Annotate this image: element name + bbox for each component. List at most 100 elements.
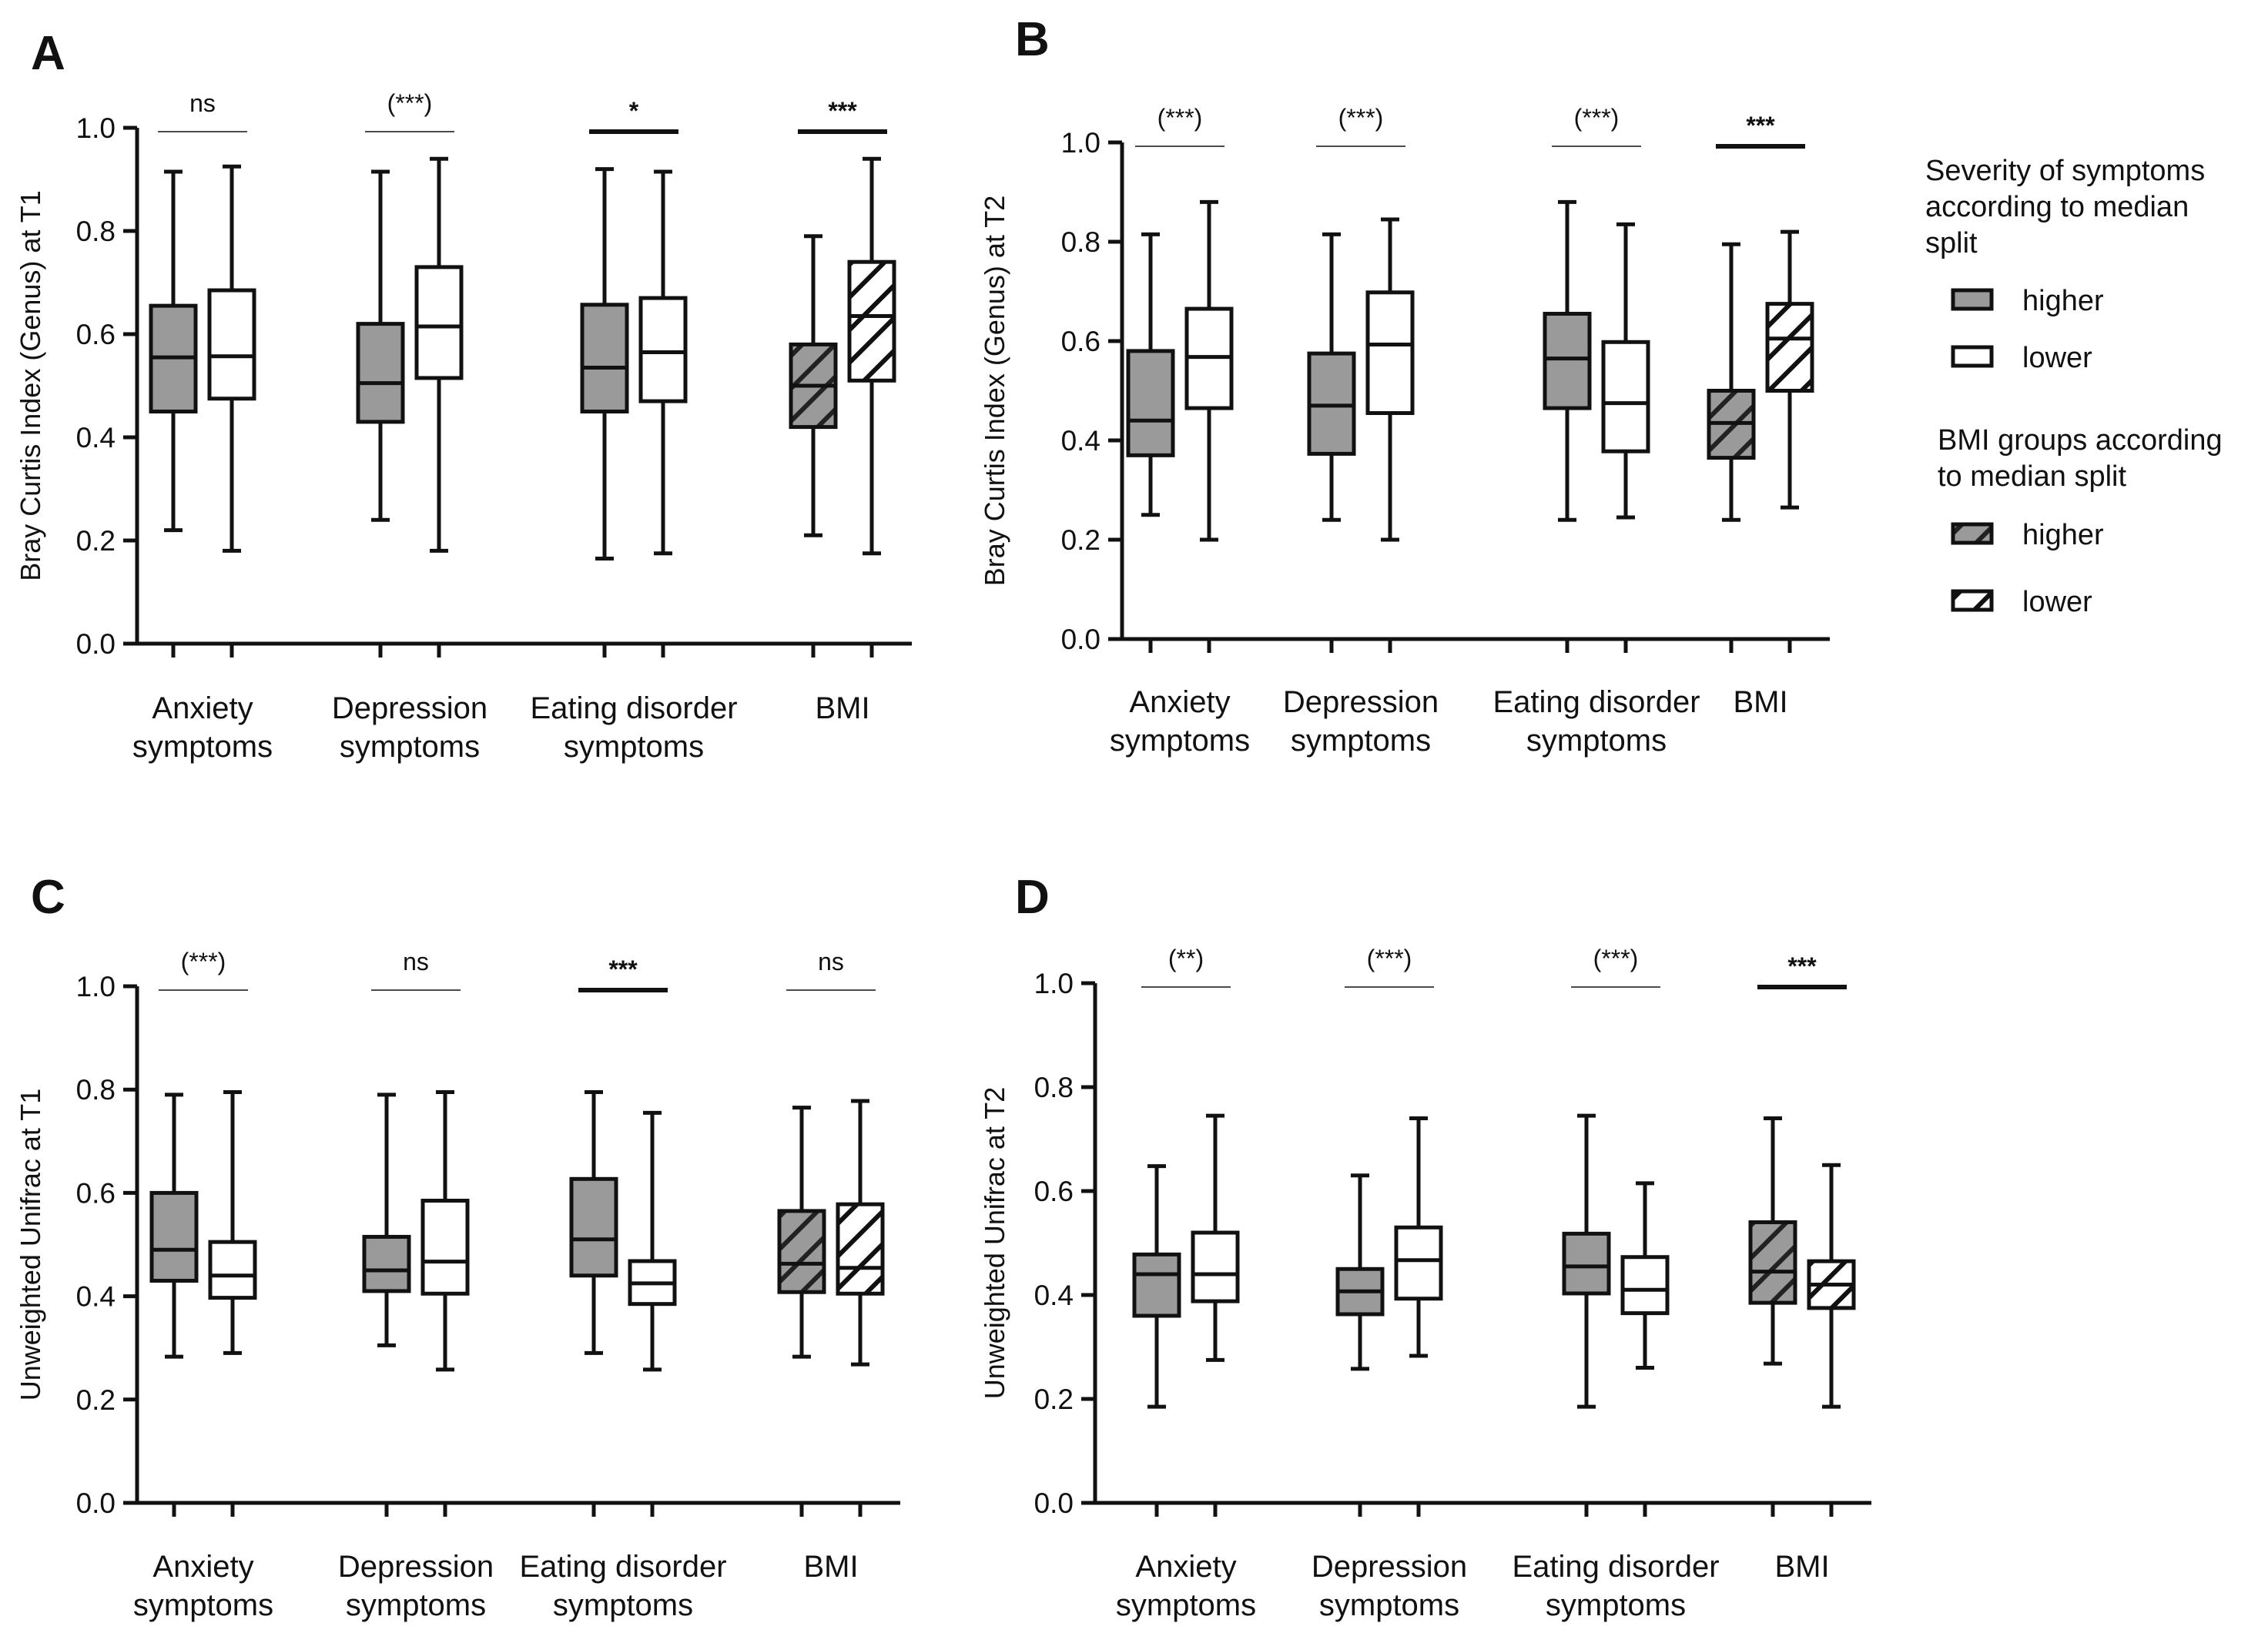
significance-label: ns	[189, 89, 216, 117]
category-label: Depression	[1312, 1550, 1467, 1584]
box-higher	[1307, 232, 1356, 522]
category-label: Eating disorder	[530, 691, 737, 725]
y-tick-label: 0.8	[1034, 1072, 1074, 1103]
box-lower	[847, 156, 896, 556]
box-higher	[1132, 1164, 1181, 1409]
box-lower	[1807, 1163, 1856, 1409]
significance-label: *	[629, 97, 639, 125]
box-lower	[207, 164, 256, 553]
box-higher	[569, 1090, 618, 1355]
box-lower	[1765, 229, 1814, 510]
box-iqr	[1601, 340, 1650, 453]
significance-label: ***	[608, 955, 638, 983]
box-lower	[208, 1090, 257, 1355]
category-label: Depression	[338, 1550, 494, 1584]
box-iqr	[420, 1198, 470, 1296]
category-label: symptoms	[553, 1588, 693, 1622]
y-tick-label: 0.8	[1061, 226, 1100, 258]
category-label: Eating disorder	[1492, 685, 1700, 719]
y-tick-label: 0.0	[76, 628, 116, 660]
category-label: symptoms	[1546, 1588, 1686, 1622]
y-tick-label: 0.6	[76, 1177, 116, 1209]
box-higher	[362, 1093, 411, 1347]
legend: Severity of symptoms according to median…	[1925, 155, 2223, 618]
category-label: Anxiety	[1135, 1550, 1236, 1584]
y-tick-label: 0.2	[76, 1384, 116, 1416]
y-tick-label: 0.0	[1034, 1487, 1074, 1519]
significance-label: (***)	[1574, 104, 1620, 132]
y-axis-title: Bray Curtis Index (Genus) at T1	[15, 190, 46, 581]
box-lower	[414, 156, 464, 553]
box-iqr	[777, 1209, 826, 1294]
box-higher	[580, 167, 629, 560]
y-tick-label: 0.0	[1061, 624, 1100, 655]
box-iqr	[569, 1176, 618, 1278]
box-iqr	[1765, 302, 1814, 393]
box-iqr	[1126, 349, 1175, 457]
y-tick-label: 1.0	[1061, 127, 1100, 159]
box-iqr	[1307, 351, 1356, 456]
legend-symptoms-title-line1: Severity of symptoms	[1925, 155, 2205, 187]
panel-a: A 0.0 0.2 0.4 0.6 0.8 1.0 Bray Curtis Index (Ge…	[15, 27, 912, 764]
category-label: Anxiety	[152, 1550, 253, 1584]
box-higher	[1543, 199, 1592, 522]
box-higher	[1707, 242, 1756, 522]
category-label: BMI	[803, 1550, 858, 1584]
legend-bmi-title-line2: to median split	[1938, 460, 2126, 493]
box-higher	[1748, 1116, 1797, 1366]
category-label: symptoms	[1319, 1588, 1459, 1622]
box-lower	[836, 1099, 885, 1367]
box-iqr	[1543, 312, 1592, 410]
box-iqr	[836, 1202, 885, 1296]
panel-c: C 0.0 0.2 0.4 0.6 0.8 1.0 Unweighted Unifrac at…	[15, 871, 900, 1622]
box-lower	[1184, 199, 1234, 542]
significance-label: ***	[1746, 112, 1775, 139]
box-iqr	[149, 1190, 199, 1283]
box-higher	[149, 169, 198, 533]
y-axis-title: Bray Curtis Index (Genus) at T2	[979, 196, 1010, 587]
y-tick-label: 0.2	[1061, 524, 1100, 556]
panel-letter: D	[1015, 871, 1050, 924]
box-higher	[149, 1093, 199, 1359]
box-iqr	[1620, 1255, 1670, 1316]
y-tick-label: 1.0	[76, 112, 116, 144]
category-label: Eating disorder	[519, 1550, 726, 1584]
category-label: symptoms	[132, 730, 273, 764]
box-higher	[789, 234, 838, 537]
category-label: symptoms	[1526, 724, 1667, 758]
significance-label: ***	[828, 97, 857, 125]
box-iqr	[1748, 1220, 1797, 1305]
y-tick-label: 0.8	[76, 216, 116, 247]
category-label: symptoms	[133, 1588, 273, 1622]
box-lower	[1394, 1116, 1443, 1358]
legend-symptoms-title-line3: split	[1925, 227, 1978, 259]
y-tick-label: 0.2	[1034, 1384, 1074, 1415]
significance-label: (***)	[181, 948, 226, 975]
significance-label: (**)	[1168, 945, 1204, 972]
y-tick-label: 0.4	[76, 1281, 116, 1313]
box-lower	[420, 1090, 470, 1372]
significance-label: (***)	[1157, 104, 1203, 132]
legend-label-symptoms-lower: lower	[2022, 342, 2092, 374]
box-iqr	[580, 303, 629, 413]
box-higher	[1335, 1173, 1385, 1371]
box-iqr	[208, 1240, 257, 1300]
box-higher	[1126, 232, 1175, 517]
y-tick-label: 0.6	[76, 319, 116, 350]
box-iqr	[414, 265, 464, 380]
box-higher	[356, 169, 405, 522]
significance-label: ns	[403, 948, 429, 975]
box-lower	[638, 169, 688, 556]
box-iqr	[1394, 1225, 1443, 1301]
box-iqr	[1562, 1231, 1611, 1296]
legend-swatch-symptoms-higher	[1951, 288, 1994, 311]
legend-swatch-symptoms-lower	[1951, 345, 1994, 368]
legend-label-bmi-higher: higher	[2022, 519, 2104, 551]
category-label: symptoms	[564, 730, 704, 764]
box-iqr	[207, 288, 256, 401]
category-label: symptoms	[346, 1588, 486, 1622]
box-lower	[1601, 222, 1650, 520]
box-iqr	[847, 259, 896, 383]
panel-letter: A	[31, 27, 65, 80]
